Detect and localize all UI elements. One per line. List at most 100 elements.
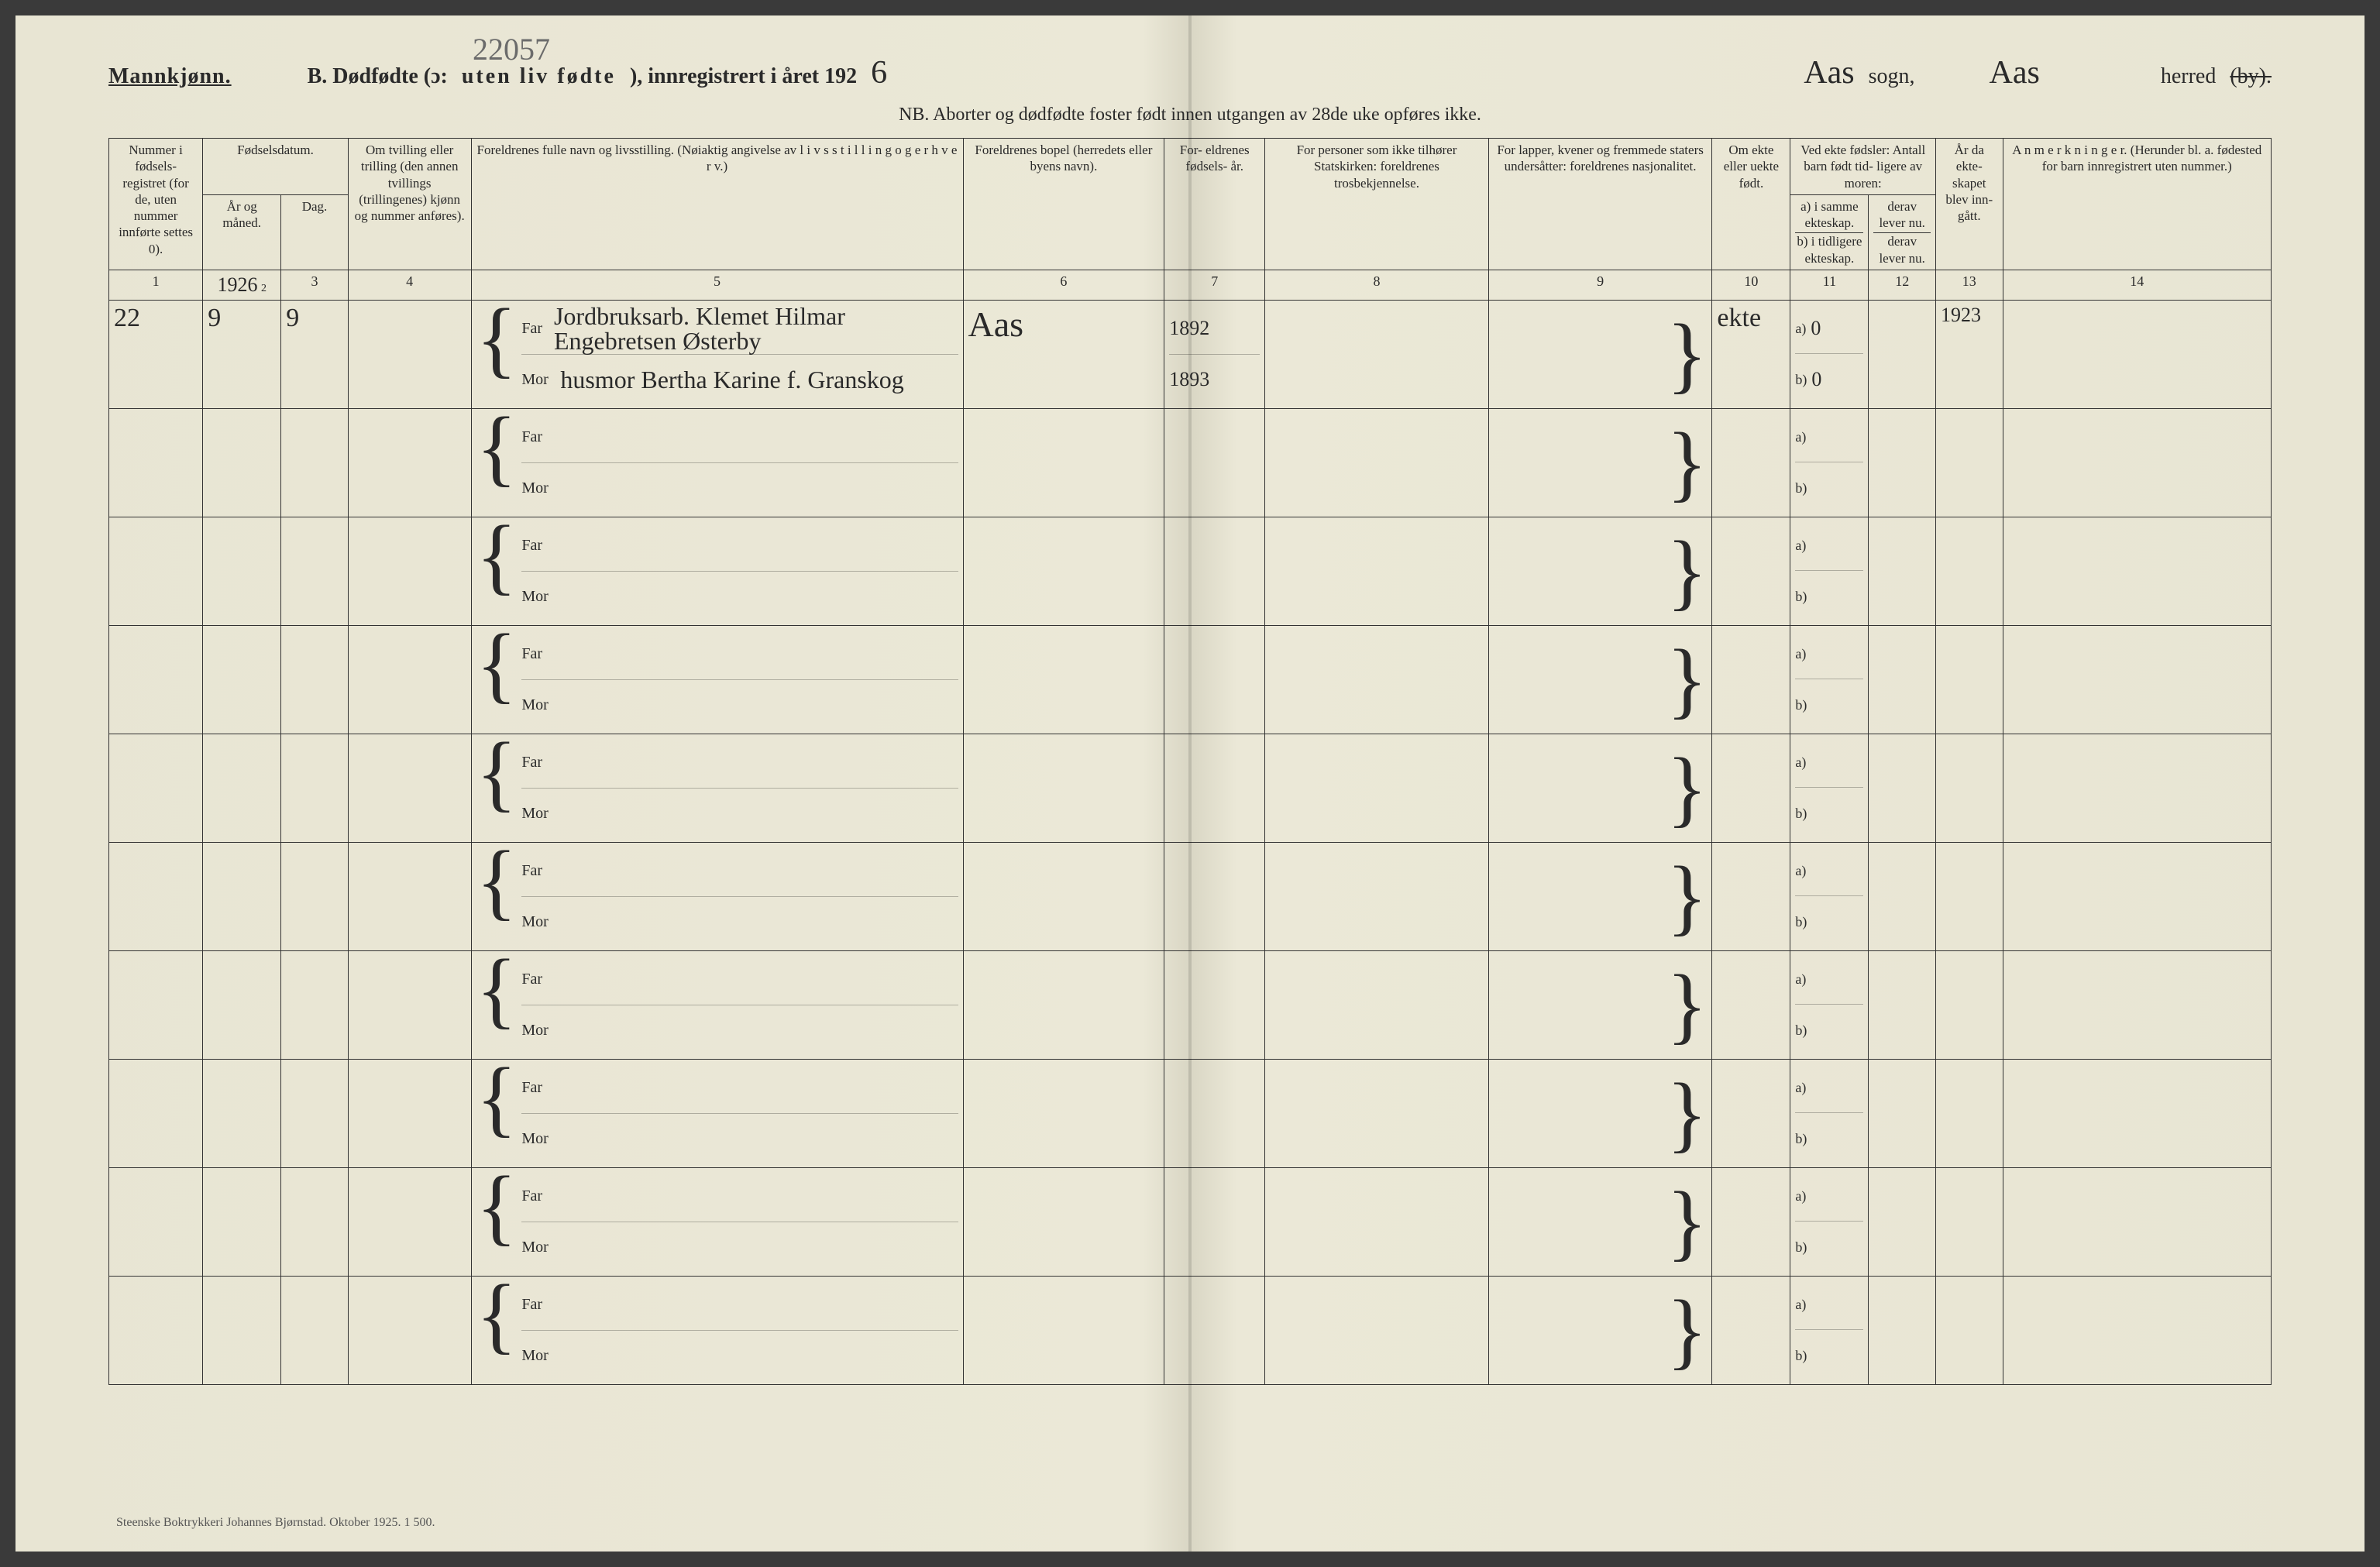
colnum: 5: [471, 270, 963, 300]
entry-ab: a)0 b)0: [1790, 300, 1869, 408]
far-value: Jordbruksarb. Klemet Hilmar Engebretsen …: [554, 304, 958, 353]
colnum: 1926 2: [203, 270, 281, 300]
a-label: a): [1795, 754, 1806, 771]
colnum: 6: [963, 270, 1164, 300]
entry-twin: [348, 300, 471, 408]
a-label: a): [1795, 971, 1806, 988]
brace-right-icon: {: [1662, 644, 1708, 714]
entry-row-empty: { Far Mor { a) b): [109, 517, 2272, 625]
brace-icon: {: [476, 954, 522, 1056]
title-suffix: ), innregistrert i året 192: [630, 64, 857, 89]
brace-right-icon: {: [1662, 861, 1708, 931]
far-label: Far: [521, 971, 554, 988]
col-2-3-group: Fødselsdatum.: [203, 139, 349, 195]
entry-ekte: ekte: [1717, 304, 1761, 332]
col-12a: derav lever nu.: [1873, 198, 1931, 234]
b-label: b): [1795, 697, 1807, 713]
entry-nationality: {: [1488, 300, 1712, 408]
brace-icon: {: [476, 1280, 522, 1381]
mor-label: Mor: [521, 479, 554, 497]
brace-icon: {: [476, 521, 522, 622]
b-value: 0: [1811, 368, 1821, 391]
brace-icon: {: [476, 1063, 522, 1164]
brace-right-icon: {: [1662, 970, 1708, 1040]
brace-right-icon: {: [1662, 1295, 1708, 1365]
col-13-header: År da ekte- skapet blev inn- gått.: [1935, 139, 2003, 270]
far-label: Far: [521, 428, 554, 446]
colnum: 11: [1790, 270, 1869, 300]
entry-lever: [1869, 300, 1936, 408]
far-year: 1892: [1169, 317, 1209, 340]
mor-label: Mor: [521, 805, 554, 823]
a-value: 0: [1811, 317, 1821, 340]
mor-label: Mor: [521, 913, 554, 931]
mor-label: Mor: [521, 1239, 554, 1256]
a-label: a): [1795, 429, 1806, 445]
title-prefix: B. Dødfødte (ɔ:: [308, 64, 448, 89]
colnum: 13: [1935, 270, 2003, 300]
b-label: b): [1795, 914, 1807, 930]
col-7-header: For- eldrenes fødsels- år.: [1164, 139, 1265, 270]
col-11a: a) i samme ekteskap.: [1795, 198, 1863, 234]
far-label: Far: [521, 1296, 554, 1314]
col-9-header: For lapper, kvener og fremmede staters u…: [1488, 139, 1712, 270]
colnum: 4: [348, 270, 471, 300]
entry-bopel: Aas: [968, 304, 1024, 344]
brace-icon: {: [476, 1171, 522, 1273]
entry-row-empty: { Far Mor { a) b): [109, 734, 2272, 842]
entry-marriage-year: 1923: [1941, 304, 1981, 326]
b-label: b): [1795, 372, 1807, 388]
b-label: b): [1795, 589, 1807, 605]
a-label: a): [1795, 863, 1806, 879]
b-label: b): [1795, 1022, 1807, 1039]
brace-right-icon: {: [1662, 428, 1708, 497]
entry-row-empty: { Far Mor { a) b): [109, 950, 2272, 1059]
colnum: 9: [1488, 270, 1712, 300]
colnum: 12: [1869, 270, 1936, 300]
col-12b: derav lever nu.: [1873, 233, 1931, 266]
entry-row-empty: { Far Mor { a) b): [109, 842, 2272, 950]
entry-parent-years: 1892 1893: [1164, 300, 1265, 408]
b-label: b): [1795, 1239, 1807, 1256]
document-page: 22057 Mannkjønn. B. Dødfødte (ɔ: uten li…: [15, 15, 2365, 1552]
b-label: b): [1795, 1131, 1807, 1147]
mor-label: Mor: [521, 696, 554, 714]
brace-icon: {: [476, 737, 522, 839]
far-label: Far: [521, 537, 554, 555]
entry-row-empty: { Far Mor { a) b): [109, 625, 2272, 734]
mor-year: 1893: [1169, 368, 1209, 391]
col-10-header: Om ekte eller uekte født.: [1712, 139, 1790, 270]
colnum: 3: [281, 270, 349, 300]
col-5-header: Foreldrenes fulle navn og livsstilling. …: [471, 139, 963, 270]
mor-label: Mor: [521, 588, 554, 606]
col-12-sub: derav lever nu. derav lever nu.: [1869, 194, 1936, 270]
colnum: 1: [109, 270, 203, 300]
col-4-header: Om tvilling eller trilling (den annen tv…: [348, 139, 471, 270]
b-label: b): [1795, 480, 1807, 497]
far-label: Far: [521, 754, 554, 771]
col-11b: b) i tidligere ekteskap.: [1795, 233, 1863, 266]
table-body: 22 9 9 { Far Jordbruksarb. Klemet Hilmar…: [109, 300, 2272, 1384]
colnum: 14: [2003, 270, 2271, 300]
brace-right-icon: {: [1662, 536, 1708, 606]
col-1-header: Nummer i fødsels- registret (for de, ute…: [109, 139, 203, 270]
colnum: 7: [1164, 270, 1265, 300]
far-label: Far: [521, 1187, 554, 1205]
far-label: Far: [521, 862, 554, 880]
entry-row-empty: { Far Mor { a) b): [109, 408, 2272, 517]
entry-number: 22: [114, 304, 140, 332]
brace-right-icon: {: [1662, 753, 1708, 823]
entry-faith: [1265, 300, 1489, 408]
b-label: b): [1795, 806, 1807, 822]
col-11-12-group: Ved ekte fødsler: Antall barn født tid- …: [1790, 139, 1936, 195]
col-8-header: For personer som ikke tilhører Statskirk…: [1265, 139, 1489, 270]
a-label: a): [1795, 321, 1806, 337]
far-label: Far: [521, 1079, 554, 1097]
a-label: a): [1795, 1297, 1806, 1313]
register-table: Nummer i fødsels- registret (for de, ute…: [108, 138, 2272, 1385]
far-label: Far: [521, 320, 548, 338]
brace-icon: {: [476, 846, 522, 947]
colnum: 8: [1265, 270, 1489, 300]
a-label: a): [1795, 646, 1806, 662]
year-digit: 6: [871, 54, 917, 92]
